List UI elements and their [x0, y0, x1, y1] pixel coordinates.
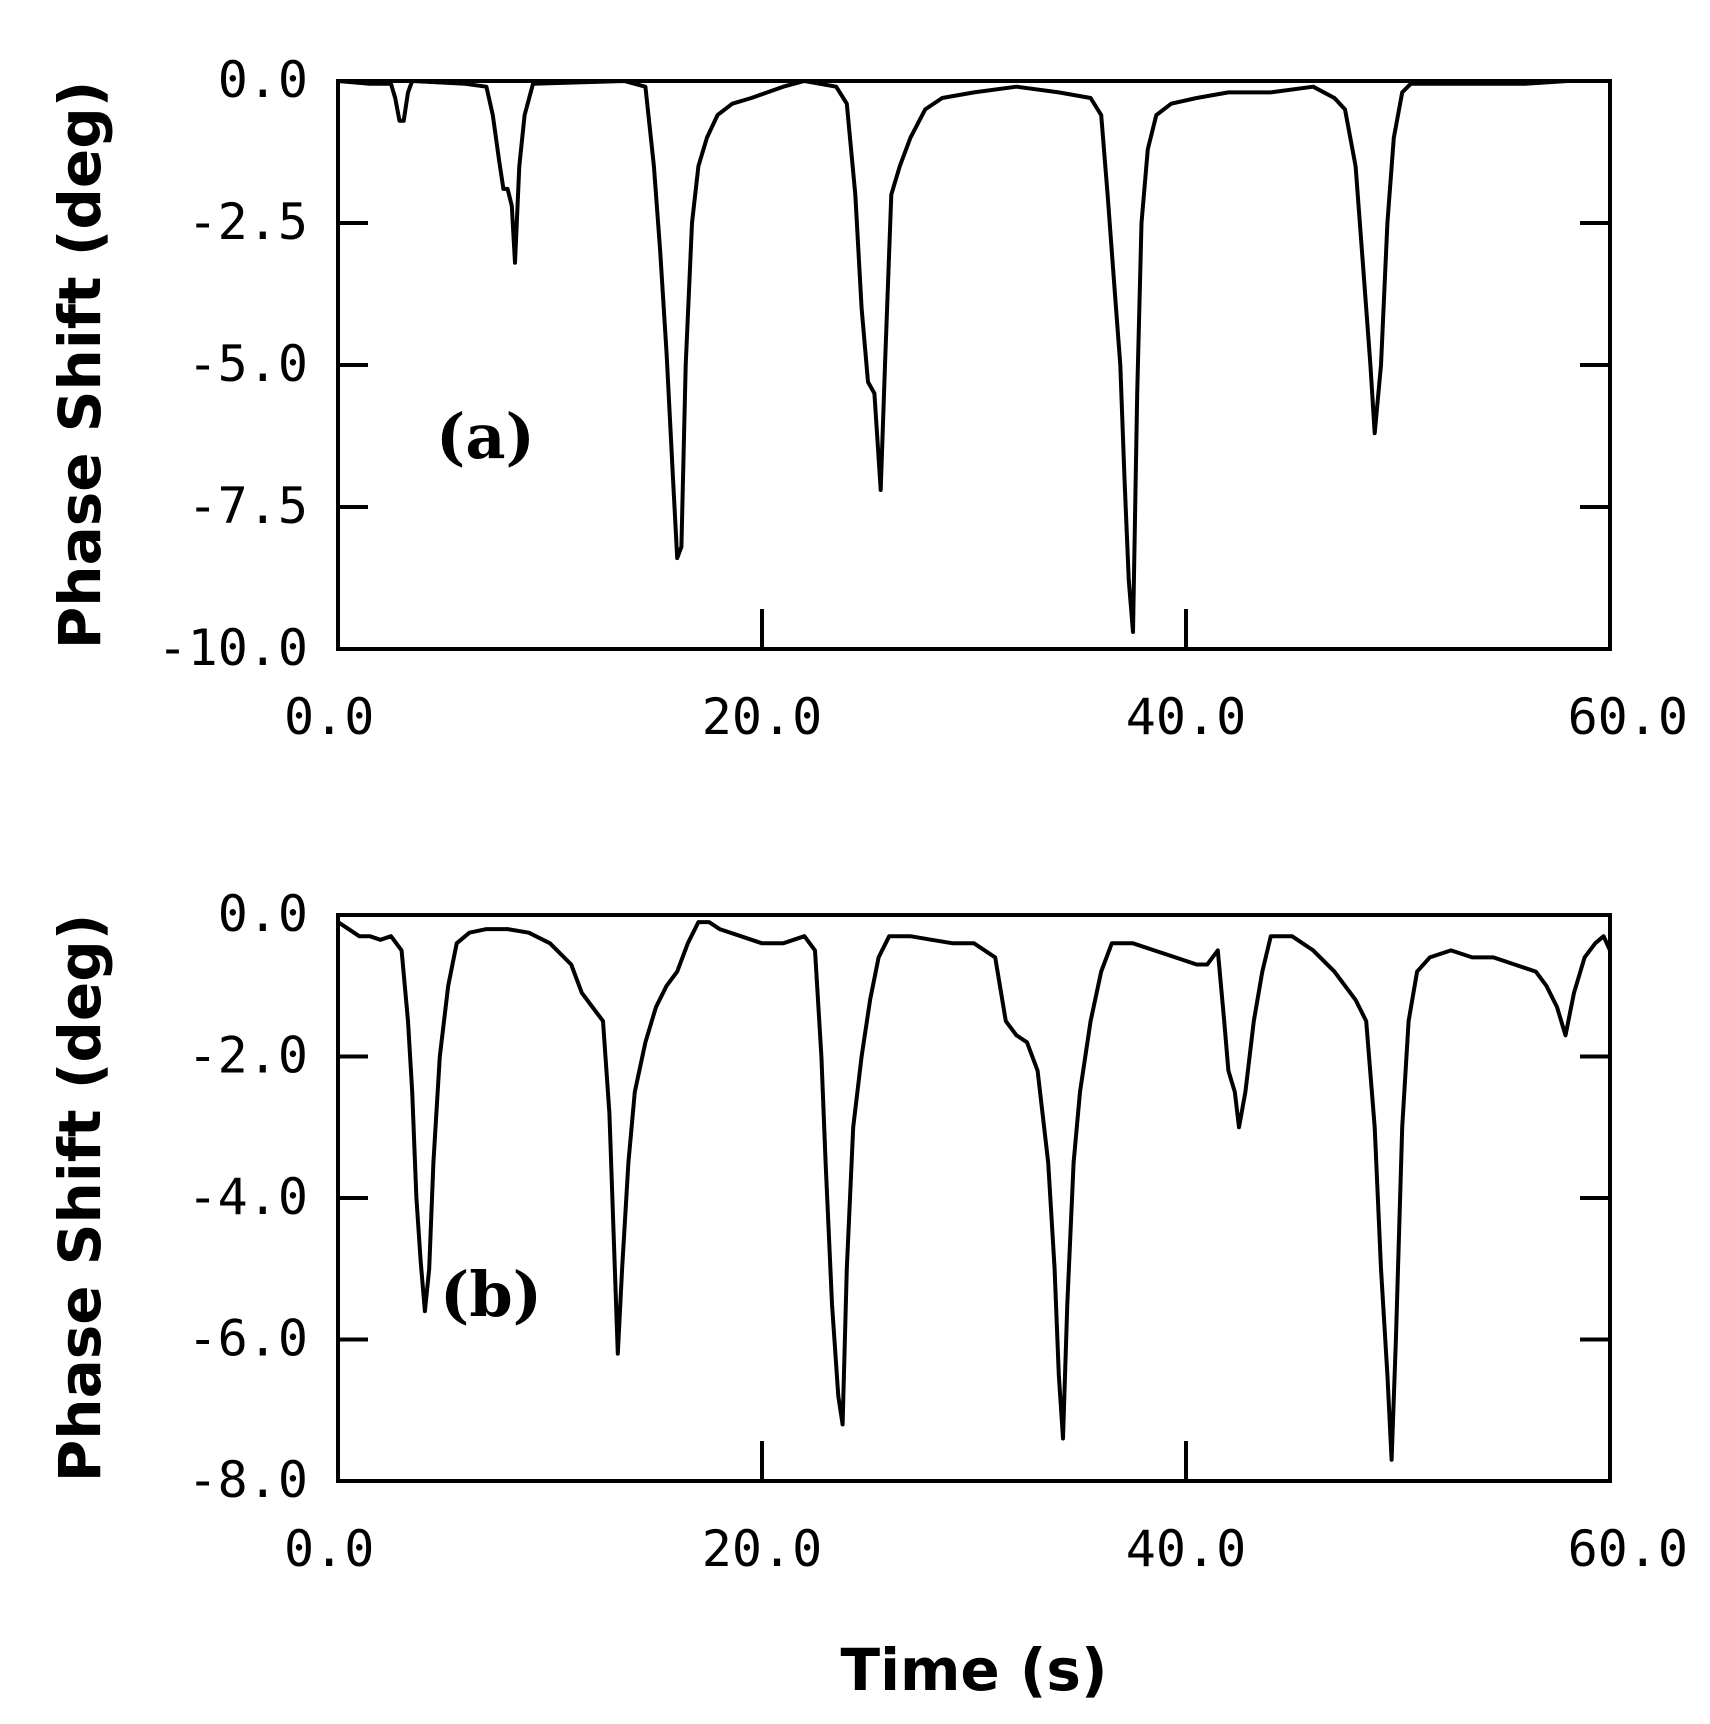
x-tick-label-a: 60.0 [1568, 688, 1688, 746]
series-line-b [336, 920, 1612, 1462]
y-axis-title-a: Phase Shift (deg) [46, 81, 114, 649]
y-tick-label-b: 0.0 [218, 885, 308, 943]
x-tick-label-b: 0.0 [284, 1520, 374, 1578]
panel-a: 0.0 -2.5 -5.0 -7.5 -10.0 0.0 20.0 40.0 60.0 (a)… [46, 51, 1688, 746]
y-tick-label-b: -8.0 [188, 1451, 308, 1509]
y-tick-label-a: -2.5 [188, 193, 308, 251]
y-tick-label-b: -2.0 [188, 1027, 308, 1085]
y-axis-title-b: Phase Shift (deg) [46, 914, 114, 1482]
x-tick-label-b: 20.0 [702, 1520, 822, 1578]
ticks-b [336, 913, 1612, 1483]
panel-label-a: (a) [436, 400, 535, 473]
y-tick-label-a: -10.0 [157, 619, 308, 677]
x-tick-labels-a: 0.0 20.0 40.0 60.0 [284, 688, 1688, 746]
y-tick-label-b: -6.0 [188, 1310, 308, 1368]
x-tick-labels-b: 0.0 20.0 40.0 60.0 [284, 1520, 1688, 1578]
x-tick-label-a: 0.0 [284, 688, 374, 746]
x-tick-label-a: 40.0 [1126, 688, 1246, 746]
y-tick-labels-a: 0.0 -2.5 -5.0 -7.5 -10.0 [157, 51, 308, 677]
y-tick-label-a: -7.5 [188, 477, 308, 535]
plot-frame-a [336, 79, 1612, 651]
y-tick-labels-b: 0.0 -2.0 -4.0 -6.0 -8.0 [188, 885, 308, 1509]
x-axis-title: Time (s) [841, 1636, 1108, 1704]
panel-b: 0.0-2.0-4.0-6.0-8.0 0.0 20.0 40.0 60.0 (b) … [46, 885, 1688, 1578]
y-tick-label-a: -5.0 [188, 335, 308, 393]
x-tick-label-b: 40.0 [1126, 1520, 1246, 1578]
ticks-a [336, 79, 1612, 651]
y-tick-label-b: -4.0 [188, 1168, 308, 1226]
x-tick-label-a: 20.0 [702, 688, 822, 746]
panel-label-b: (b) [440, 1258, 542, 1331]
y-tick-label-a: 0.0 [218, 51, 308, 109]
x-tick-label-b: 60.0 [1568, 1520, 1688, 1578]
plot-frame-b [336, 913, 1612, 1483]
series-line-a [337, 79, 1610, 634]
